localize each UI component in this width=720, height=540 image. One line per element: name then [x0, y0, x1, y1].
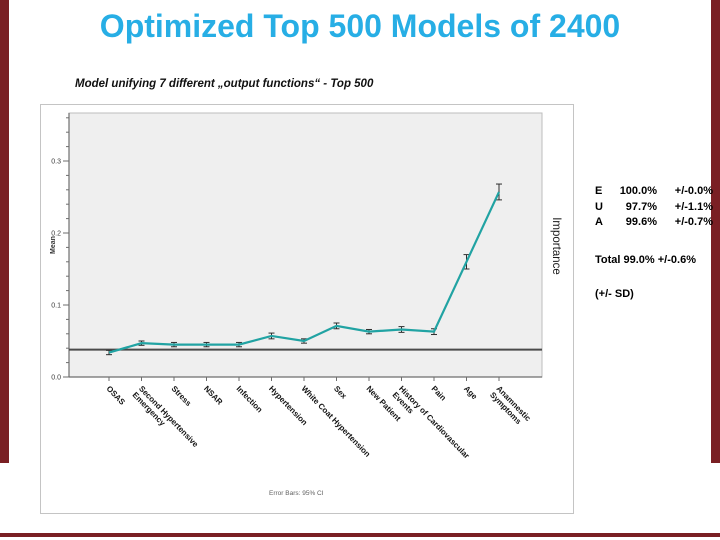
stats-metric-sd: +/-0.7% — [674, 216, 713, 228]
y-tick-label: 0.0 — [51, 375, 61, 382]
data-line — [108, 191, 500, 354]
x-tick-label: Infection — [235, 384, 265, 414]
x-tick-label: Stress — [170, 384, 194, 408]
x-tick-label: White Coat Hypertension — [300, 384, 373, 459]
stats-row: E 100.0% +/-0.0% — [595, 184, 713, 200]
stats-metric-sd: +/-1.1% — [674, 200, 713, 213]
y-tick-label: 0.3 — [51, 159, 61, 166]
error-bars-footnote: Error Bars: 95% CI — [269, 490, 324, 497]
stats-rows: E 100.0% +/-0.0% U 97.7% +/-1.1% A 99.6%… — [595, 184, 713, 231]
y-tick-label: 0.2 — [51, 231, 61, 238]
x-tick-label: Sex — [332, 384, 349, 401]
subtitle: Model unifying 7 different „output funct… — [75, 78, 374, 90]
page-title: Optimized Top 500 Models of 2400 — [99, 8, 621, 44]
bottom-accent-bar — [0, 533, 720, 537]
x-tick-label: OSAS — [105, 384, 128, 407]
x-tick-label: History of CardiovascularEvents — [391, 384, 472, 467]
stats-metric-value: 99.6% — [625, 216, 657, 228]
sd-note: (+/- SD) — [595, 288, 634, 300]
stats-metric-sd: +/-0.0% — [674, 185, 713, 197]
importance-chart-panel: 0.0 0.1 0.2 0.3 OSAS Second HypertensiveEmerg… — [40, 104, 574, 514]
right-accent-bar — [711, 0, 720, 463]
y-tick-label: 0.1 — [51, 303, 61, 310]
stats-row: U 97.7% +/-1.1% — [595, 200, 713, 216]
plot-area — [68, 112, 543, 378]
x-tick-label: Second HypertensiveEmergency — [131, 384, 201, 455]
stats-total: Total 99.0% +/-0.6% — [595, 254, 696, 266]
importance-label: Importance — [550, 217, 562, 275]
stats-metric-value: 97.7% — [625, 200, 657, 213]
x-tick-label: NSAR — [202, 384, 224, 407]
y-axis-title: Mean — [50, 236, 57, 254]
x-tick-label: Pain — [430, 384, 448, 402]
stats-metric-label: U — [595, 200, 603, 213]
stats-metric-value: 100.0% — [619, 185, 657, 197]
x-tick-label: Age — [462, 384, 479, 402]
stats-metric-label: E — [595, 185, 603, 197]
stats-metric-label: A — [595, 216, 603, 228]
x-tick-label: AnamnesticSymptoms — [488, 384, 533, 430]
importance-chart: 0.0 0.1 0.2 0.3 OSAS Second HypertensiveEmerg… — [50, 112, 562, 497]
left-accent-bar — [0, 0, 9, 463]
stats-row: A 99.6% +/-0.7% — [595, 215, 713, 231]
